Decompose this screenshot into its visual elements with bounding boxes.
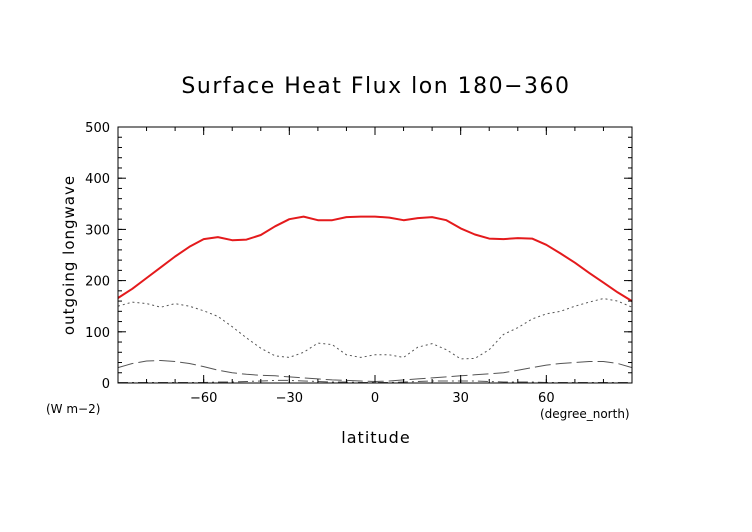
y-tick-label: 100 (85, 326, 110, 341)
axis-group: −60 −30 0 30 60 0 100 200 300 400 500 (85, 121, 632, 406)
series-group (117, 215, 633, 383)
x-tick-label: 30 (452, 391, 469, 406)
x-units-label: (degree_north) (540, 407, 630, 421)
chart-title: Surface Heat Flux lon 180−360 (181, 74, 570, 99)
x-tick-label: −60 (190, 391, 217, 406)
y-tick-label: 300 (85, 223, 110, 238)
y-tick-label: 0 (102, 377, 110, 392)
x-tick-label: −30 (276, 391, 303, 406)
y-axis-label: outgoing longwave (60, 175, 78, 335)
x-tick-label: 0 (371, 391, 379, 406)
y-tick-label: 500 (85, 121, 110, 136)
plot-frame (117, 126, 633, 384)
y-units-label: (W m−2) (46, 402, 100, 416)
x-tick-label: 60 (538, 391, 555, 406)
y-tick-label: 400 (85, 172, 110, 187)
series-line-2 (117, 298, 633, 360)
y-tick-label: 200 (85, 275, 110, 290)
series-line-1 (117, 215, 633, 302)
x-axis-label: latitude (341, 428, 410, 447)
